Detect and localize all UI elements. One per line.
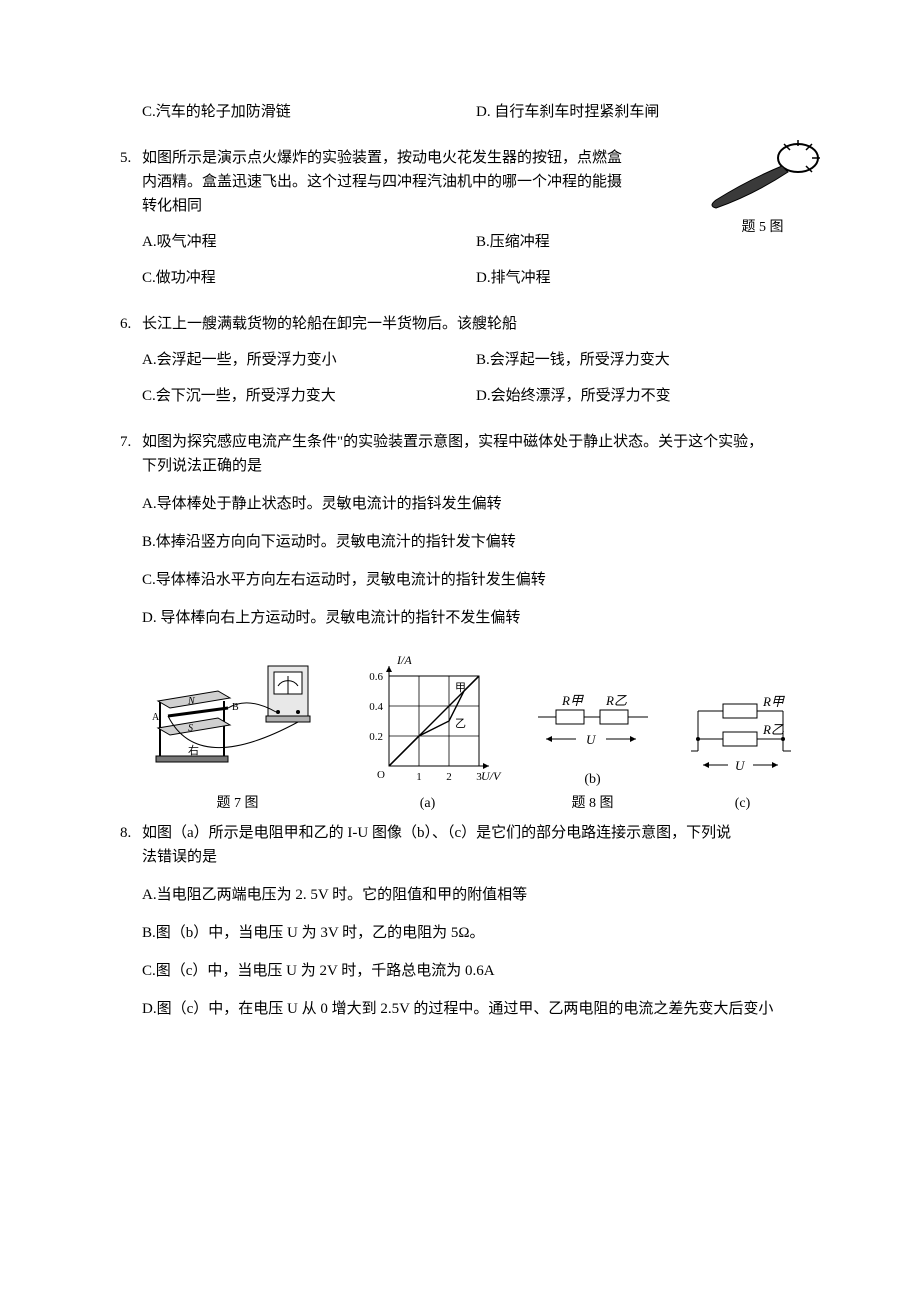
- q4-option-d: D. 自行车刹车时捏紧刹车闸: [476, 100, 810, 124]
- iu-chart: O1230.20.40.6I/AU/V甲乙: [353, 656, 503, 791]
- question-5: 5. 如图所示是演示点火爆炸的实验装置，按动电火花发生器的按钮，点燃盒 内酒精。…: [120, 146, 810, 290]
- svg-text:I/A: I/A: [396, 656, 412, 667]
- q6-option-d: D.会始终漂浮，所受浮力不变: [476, 384, 810, 408]
- q7-stem-line1: 如图为探究感应电流产生条件"的实验装置示意图，实程中磁体处于静止状态。关于这个实…: [142, 430, 810, 454]
- q8-figure-b-caption: (b): [528, 769, 658, 791]
- svg-text:0.4: 0.4: [369, 701, 383, 713]
- question-7: 7. 如图为探究感应电流产生条件"的实验装置示意图，实程中磁体处于静止状态。关于…: [120, 430, 810, 630]
- q7-option-a: A.导体棒处于静止状态时。灵敏电流计的指钭发生偏转: [142, 492, 810, 516]
- svg-text:S: S: [188, 723, 193, 734]
- q5-number: 5.: [120, 146, 142, 170]
- q8-figure-b: R甲 R乙 U (b) 题 8 图: [528, 667, 658, 816]
- svg-text:R甲: R甲: [762, 694, 785, 709]
- svg-text:1: 1: [416, 771, 422, 783]
- q7-option-d: D. 导体棒向右上方运动时。灵敏电流计的指针不发生偏转: [142, 606, 810, 630]
- q5-option-a: A.吸气冲程: [142, 230, 476, 254]
- figure-row-7-8: N S A B 右 题 7 图 O1230.20.40.6I/AU/V甲乙 (a…: [140, 656, 810, 815]
- q8-option-d: D.图（c）中，在电压 U 从 0 增大到 2.5V 的过程中。通过甲、乙两电阻…: [142, 997, 810, 1021]
- q6-stem: 长江上一艘满载货物的轮船在卸完一半货物后。该艘轮船: [142, 312, 810, 336]
- igniter-icon: [698, 140, 828, 215]
- induction-apparatus-icon: N S A B 右: [148, 656, 328, 791]
- q7-figure: N S A B 右 题 7 图: [148, 656, 328, 815]
- q8-option-a: A.当电阻乙两端电压为 2. 5V 时。它的阻值和甲的附值相等: [142, 883, 810, 907]
- svg-text:乙: 乙: [455, 717, 466, 730]
- q6-number: 6.: [120, 312, 142, 336]
- svg-text:0.2: 0.2: [369, 731, 383, 743]
- q8-stem-line1: 如图（a）所示是电阻甲和乙的 I-U 图像（b）、（c）是它们的部分电路连接示意…: [142, 821, 810, 845]
- q8-figure-a: O1230.20.40.6I/AU/V甲乙 (a): [353, 656, 503, 815]
- q6-option-a: A.会浮起一些，所受浮力变小: [142, 348, 476, 372]
- q6-option-c: C.会下沉一些，所受浮力变大: [142, 384, 476, 408]
- parallel-circuit-icon: R甲 R乙 U: [683, 691, 803, 791]
- q7-number: 7.: [120, 430, 142, 454]
- svg-text:2: 2: [446, 771, 452, 783]
- svg-text:R甲: R甲: [561, 693, 584, 708]
- q7-stem-line2: 下列说法正确的是: [142, 454, 810, 478]
- q5-figure: 题 5 图: [695, 140, 830, 239]
- svg-text:甲: 甲: [455, 682, 466, 694]
- svg-text:右: 右: [188, 743, 199, 757]
- q5-option-c: C.做功冲程: [142, 266, 476, 290]
- q7-figure-caption: 题 7 图: [148, 793, 328, 815]
- q6-option-b: B.会浮起一钱，所受浮力变大: [476, 348, 810, 372]
- question-4-tail: C.汽车的轮子加防滑链 D. 自行车刹车时捏紧刹车闸: [120, 100, 810, 124]
- svg-text:O: O: [377, 769, 385, 781]
- svg-text:0.6: 0.6: [369, 671, 383, 683]
- svg-text:R乙: R乙: [605, 693, 627, 708]
- q5-option-d: D.排气冲程: [476, 266, 810, 290]
- q8-option-c: C.图（c）中，当电压 U 为 2V 时，千路总电流为 0.6A: [142, 959, 810, 983]
- svg-text:U: U: [586, 732, 597, 747]
- svg-text:A: A: [152, 712, 160, 723]
- q8-figure-c-caption: (c): [683, 793, 803, 815]
- q8-number: 8.: [120, 821, 142, 845]
- series-circuit-icon: R甲 R乙 U: [528, 667, 658, 767]
- q8-option-b: B.图（b）中，当电压 U 为 3V 时，乙的电阻为 5Ω。: [142, 921, 810, 945]
- question-8: 8. 如图（a）所示是电阻甲和乙的 I-U 图像（b）、（c）是它们的部分电路连…: [120, 821, 810, 1021]
- svg-text:R乙: R乙: [762, 722, 784, 737]
- q7-option-c: C.导体棒沿水平方向左右运动时，灵敏电流计的指针发生偏转: [142, 568, 810, 592]
- q7-option-b: B.体捧沿竖方向向下运动时。灵敏电流汁的指针发卞偏转: [142, 530, 810, 554]
- q5-figure-caption: 题 5 图: [695, 217, 830, 239]
- svg-text:U/V: U/V: [481, 769, 502, 783]
- svg-text:N: N: [187, 696, 196, 707]
- q8-figure-caption: 题 8 图: [528, 793, 658, 815]
- q8-figure-c: R甲 R乙 U (c): [683, 691, 803, 815]
- q8-stem-line2: 法错误的是: [142, 845, 810, 869]
- question-6: 6. 长江上一艘满载货物的轮船在卸完一半货物后。该艘轮船 A.会浮起一些，所受浮…: [120, 312, 810, 408]
- q8-figure-a-caption: (a): [353, 793, 503, 815]
- q4-option-c: C.汽车的轮子加防滑链: [142, 100, 476, 124]
- svg-text:U: U: [735, 758, 746, 773]
